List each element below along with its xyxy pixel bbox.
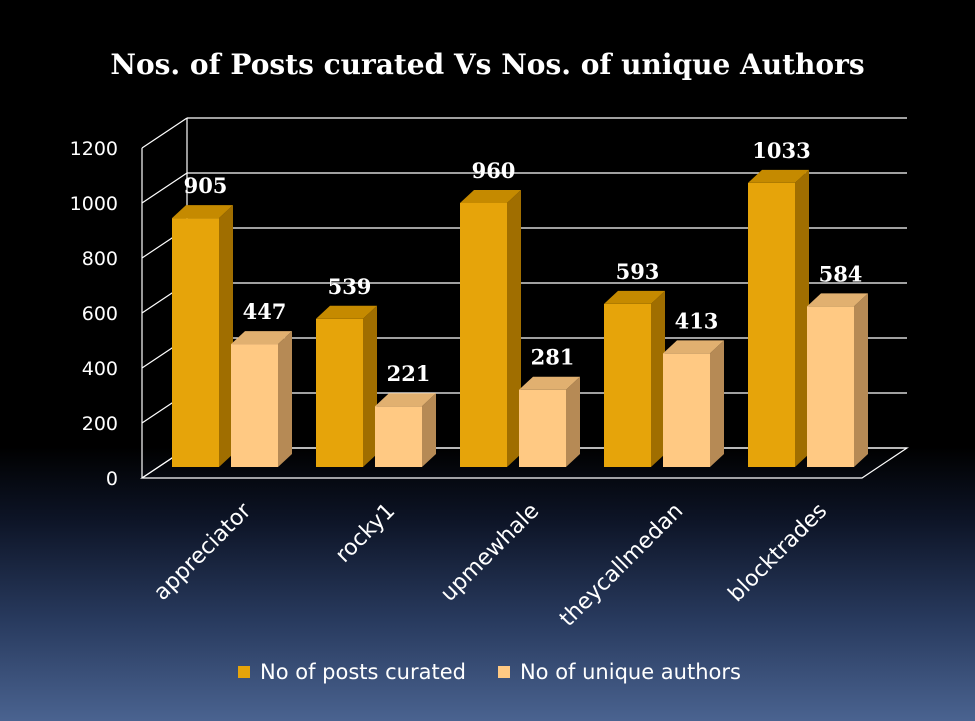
data-label-posts: 539 (328, 274, 372, 299)
bar-authors-front (663, 353, 710, 467)
y-tick-label: 1000 (70, 193, 118, 215)
x-tick-label: rocky1 (331, 499, 400, 568)
bar-posts-side (219, 205, 233, 467)
chart-title: Nos. of Posts curated Vs Nos. of unique … (110, 48, 865, 81)
y-tick-label: 400 (82, 358, 118, 380)
legend-swatch-posts (238, 666, 250, 678)
bar-posts-top (316, 305, 377, 319)
legend-label-posts: No of posts curated (260, 660, 466, 684)
data-label-authors: 221 (387, 361, 431, 386)
y-tick-label: 200 (82, 413, 118, 435)
x-tick-label: upmewhale (436, 499, 544, 607)
x-tick-label: theycallmedan (555, 499, 688, 632)
data-label-authors: 584 (819, 261, 863, 286)
data-label-posts: 1033 (752, 138, 810, 163)
chart-legend: No of posts curated No of unique authors (238, 660, 773, 684)
bar-authors-side (566, 376, 580, 467)
bar-authors-side (854, 293, 868, 467)
bar-posts-top (460, 190, 521, 203)
bar-authors-front (231, 344, 278, 467)
data-label-authors: 281 (531, 345, 575, 370)
x-tick-label: appreciator (149, 498, 257, 606)
bar-posts-top (748, 169, 809, 183)
bar-authors-side (278, 331, 292, 467)
bar-authors-side (710, 340, 724, 467)
bar-posts-side (651, 290, 665, 467)
data-label-authors: 413 (675, 308, 719, 333)
bar-authors-top (375, 393, 436, 407)
bar-posts-side (507, 190, 521, 467)
bar-posts-front (316, 318, 363, 467)
legend-item-authors: No of unique authors (497, 660, 741, 684)
bar-authors-top (663, 340, 724, 354)
y-tick-label: 800 (82, 248, 118, 270)
bar-authors-front (375, 406, 422, 467)
bar-posts-front (172, 218, 219, 467)
bar-authors-front (519, 389, 566, 467)
legend-swatch-authors (497, 666, 510, 678)
bar-posts-side (363, 305, 377, 467)
data-label-authors: 447 (243, 299, 287, 324)
data-label-posts: 960 (472, 158, 516, 183)
bar-authors-top (807, 293, 868, 307)
legend-item-posts: No of posts curated (238, 660, 466, 684)
x-tick-label: blocktrades (724, 499, 833, 608)
bar-posts-front (460, 203, 507, 467)
y-tick-label: 0 (106, 468, 118, 490)
bar-authors-front (807, 306, 854, 467)
bar-authors-side (422, 393, 436, 467)
bar-authors-top (519, 376, 580, 390)
legend-label-authors: No of unique authors (519, 660, 741, 684)
data-label-posts: 905 (184, 173, 228, 198)
gridline-side (141, 172, 188, 204)
bar-posts-front (604, 303, 651, 467)
y-tick-label: 1200 (70, 138, 118, 160)
bar-authors-top (231, 331, 292, 345)
bar-posts-front (748, 182, 795, 468)
bar-posts-top (604, 290, 665, 304)
bar-posts-top (172, 205, 233, 219)
y-tick-label: 600 (82, 303, 118, 325)
data-label-posts: 593 (616, 259, 660, 284)
bar-posts-side (795, 169, 809, 468)
gridline-side (141, 117, 188, 149)
